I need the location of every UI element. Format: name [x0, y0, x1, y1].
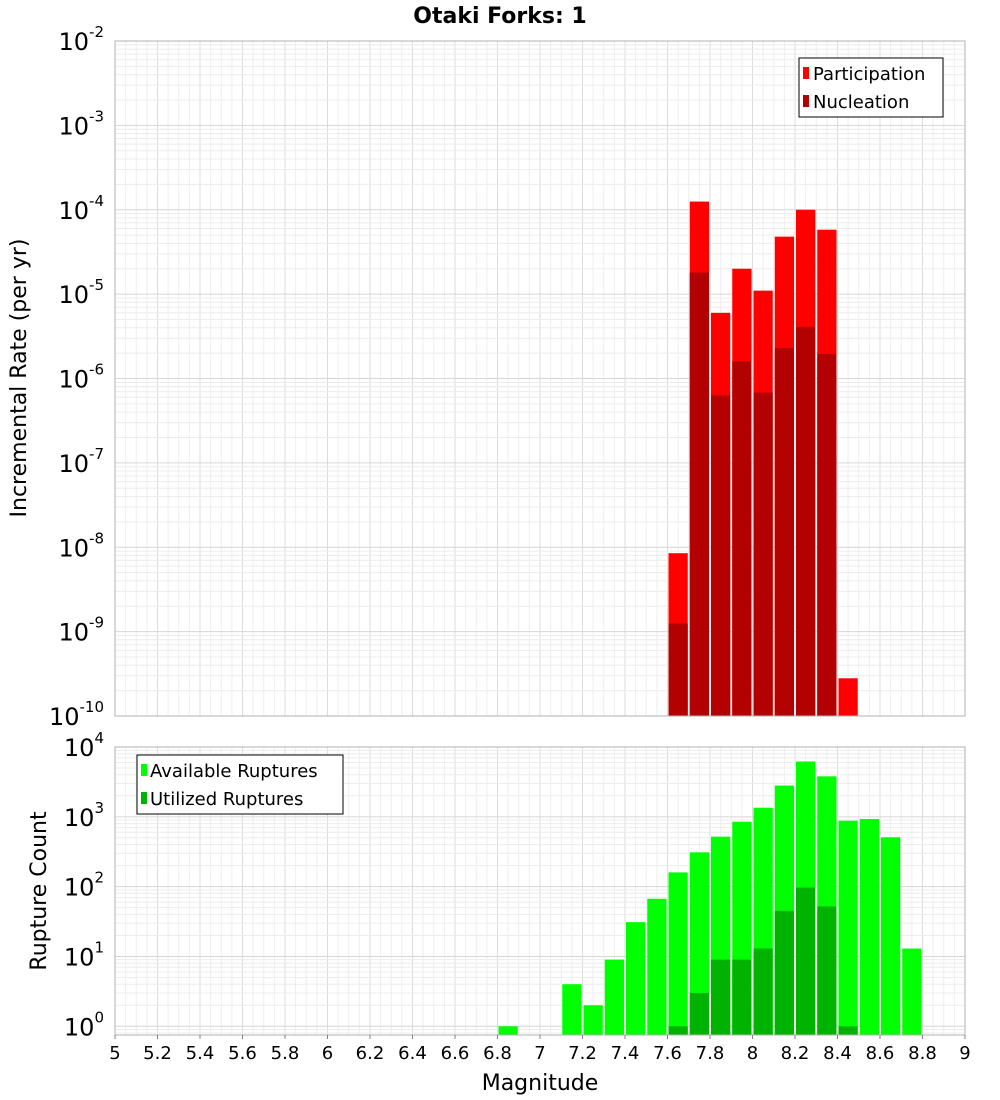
- x-tick-label: 6.6: [441, 1043, 470, 1064]
- nucleation-bar: [711, 395, 731, 716]
- utilized-ruptures-bar: [838, 1026, 858, 1035]
- utilized-ruptures-bar: [711, 959, 731, 1035]
- available-legend-label: Available Ruptures: [150, 761, 318, 782]
- available-ruptures-bar: [626, 922, 646, 1035]
- count-bars: [498, 761, 922, 1035]
- available-ruptures-bar: [668, 872, 688, 1035]
- count-y-tick-label: 100: [64, 1008, 104, 1041]
- x-tick-label: 7.8: [696, 1043, 725, 1064]
- participation-legend-label: Participation: [813, 64, 925, 85]
- utilized-ruptures-bar: [732, 959, 752, 1035]
- count-y-ticks: 104 103 102 101 100: [64, 729, 104, 1041]
- rate-bars: [668, 201, 858, 717]
- rate-y-tick-label: 10-5: [58, 276, 104, 309]
- x-tick-label: 6.2: [356, 1043, 385, 1064]
- nucleation-bar: [689, 272, 709, 716]
- rate-y-tick-label: 10-6: [58, 361, 104, 394]
- x-tick-label: 5.2: [143, 1043, 172, 1064]
- rate-y-tick-label: 10-7: [58, 445, 104, 478]
- x-tick-label: 7: [534, 1043, 545, 1064]
- x-tick-label: 9: [959, 1043, 970, 1064]
- nucleation-bar: [668, 623, 688, 716]
- utilized-ruptures-bar: [689, 992, 709, 1035]
- x-tick-label: 6.8: [483, 1043, 512, 1064]
- count-legend: Available Ruptures Utilized Ruptures: [136, 754, 344, 815]
- utilized-ruptures-bar: [817, 906, 837, 1035]
- x-tick-label: 5: [109, 1043, 120, 1064]
- count-y-tick-label: 101: [64, 938, 104, 971]
- x-tick-label: 7.2: [568, 1043, 597, 1064]
- available-ruptures-bar: [647, 898, 667, 1035]
- count-legend-box: [136, 754, 344, 815]
- x-tick-label: 8.4: [823, 1043, 852, 1064]
- available-ruptures-bar: [881, 837, 901, 1035]
- available-ruptures-bar: [902, 948, 922, 1035]
- x-tick-label: 6: [322, 1043, 333, 1064]
- available-ruptures-bar: [604, 959, 624, 1035]
- rate-grid: [114, 40, 966, 717]
- rate-plot-frame: [114, 40, 966, 717]
- count-y-tick-label: 103: [64, 799, 104, 832]
- nucleation-bar: [732, 361, 752, 716]
- rate-legend-box: [798, 57, 944, 118]
- available-ruptures-bar: [838, 820, 858, 1035]
- utilized-ruptures-bar: [796, 887, 816, 1035]
- utilized-ruptures-bar: [774, 910, 794, 1035]
- rate-y-tick-label: 10-9: [58, 614, 104, 647]
- participation-bar: [838, 678, 858, 716]
- chart-title: Otaki Forks: 1: [413, 4, 587, 29]
- rate-y-ticks: 10-2 10-3 10-4 10-5 10-6 10-7 10-8 10-9 10-10: [49, 23, 104, 731]
- x-tick-label: 8.8: [908, 1043, 937, 1064]
- available-ruptures-bar: [689, 852, 709, 1035]
- utilized-legend-swatch: [141, 792, 147, 804]
- x-tick-label: 5.8: [271, 1043, 300, 1064]
- count-y-tick-label: 104: [64, 729, 104, 762]
- nucleation-bar: [796, 326, 816, 716]
- count-panel: 104 103 102 101 100 5 5.2 5.4 5.6 5.8 6 6.2 6.4 6.6 6…: [27, 729, 971, 1096]
- utilized-ruptures-bar: [668, 1026, 688, 1035]
- rate-y-tick-label: 10-4: [58, 192, 104, 225]
- x-tick-label: 6.4: [398, 1043, 427, 1064]
- nucleation-legend-swatch: [803, 95, 809, 107]
- nucleation-bar: [774, 347, 794, 716]
- available-ruptures-bar: [859, 819, 879, 1035]
- utilized-ruptures-bar: [753, 948, 773, 1035]
- count-y-axis-label: Rupture Count: [27, 811, 52, 971]
- x-tick-label: 5.4: [186, 1043, 215, 1064]
- available-legend-swatch: [141, 764, 147, 776]
- rate-y-tick-label: 10-3: [58, 107, 104, 140]
- x-tick-label: 7.6: [653, 1043, 682, 1064]
- x-axis-label: Magnitude: [482, 1071, 599, 1096]
- x-tick-label: 5.6: [228, 1043, 257, 1064]
- x-tick-label: 8.6: [866, 1043, 895, 1064]
- nucleation-bar: [753, 392, 773, 716]
- utilized-legend-label: Utilized Ruptures: [150, 789, 303, 810]
- nucleation-legend-label: Nucleation: [813, 92, 909, 113]
- rate-panel: 10-2 10-3 10-4 10-5 10-6 10-7 10-8 10-9 10-10 In…: [7, 23, 966, 731]
- available-ruptures-bar: [562, 984, 582, 1035]
- rate-y-tick-label: 10-10: [49, 698, 104, 731]
- rate-legend: Participation Nucleation: [798, 57, 944, 118]
- rate-y-tick-label: 10-8: [58, 529, 104, 562]
- available-ruptures-bar: [498, 1026, 518, 1035]
- x-tick-label: 8.2: [781, 1043, 810, 1064]
- nucleation-bar: [817, 354, 837, 716]
- count-y-tick-label: 102: [64, 869, 104, 902]
- participation-legend-swatch: [803, 67, 809, 79]
- magnitude-x-ticks: 5 5.2 5.4 5.6 5.8 6 6.2 6.4 6.6 6.8 7 7.2 7.4 7.6 7.8 8…: [109, 1035, 971, 1064]
- x-tick-label: 8: [747, 1043, 758, 1064]
- rate-y-axis-label: Incremental Rate (per yr): [7, 239, 32, 518]
- x-tick-label: 7.4: [611, 1043, 640, 1064]
- rate-y-tick-label: 10-2: [58, 23, 104, 56]
- available-ruptures-bar: [583, 1005, 603, 1035]
